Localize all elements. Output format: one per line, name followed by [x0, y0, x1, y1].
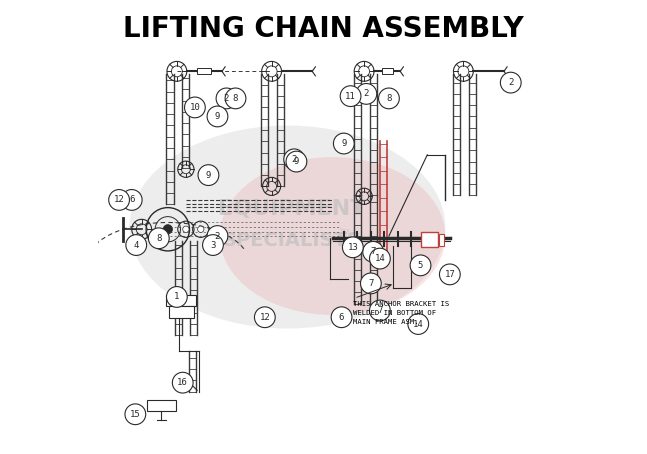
Circle shape [369, 248, 390, 269]
Circle shape [198, 165, 219, 186]
Text: THIS ANCHOR BRACKET IS
WELDED IN BOTTOM OF
MAIN FRAME ASM.: THIS ANCHOR BRACKET IS WELDED IN BOTTOM … [353, 301, 449, 326]
Circle shape [126, 235, 147, 256]
Circle shape [203, 235, 223, 256]
FancyBboxPatch shape [421, 232, 437, 247]
Text: 6: 6 [339, 313, 344, 322]
Circle shape [360, 273, 381, 294]
Text: 4: 4 [133, 241, 139, 250]
Circle shape [439, 264, 460, 285]
Text: 2: 2 [508, 78, 514, 87]
Text: 14: 14 [413, 320, 424, 329]
Circle shape [340, 86, 361, 107]
Circle shape [216, 88, 237, 109]
Text: 12: 12 [259, 313, 270, 322]
FancyBboxPatch shape [197, 68, 211, 74]
FancyBboxPatch shape [166, 295, 196, 306]
Text: 8: 8 [233, 94, 238, 103]
Circle shape [166, 286, 187, 307]
Text: 2: 2 [292, 155, 297, 164]
Circle shape [109, 190, 129, 210]
Circle shape [331, 307, 352, 328]
Text: 8: 8 [386, 94, 391, 103]
Text: 15: 15 [130, 410, 140, 419]
Circle shape [342, 237, 363, 258]
Text: 3: 3 [210, 241, 215, 250]
Text: 9: 9 [206, 171, 211, 180]
Text: 5: 5 [418, 261, 423, 270]
Circle shape [122, 190, 142, 210]
Text: 1: 1 [174, 292, 179, 301]
Text: 9: 9 [215, 112, 220, 121]
Text: 2: 2 [215, 232, 220, 241]
Text: 13: 13 [347, 243, 358, 252]
Ellipse shape [220, 157, 445, 315]
Text: 9: 9 [341, 139, 347, 148]
Circle shape [182, 226, 189, 232]
Circle shape [197, 226, 204, 232]
Text: 6: 6 [129, 195, 135, 204]
Circle shape [378, 88, 399, 109]
Text: 17: 17 [444, 270, 455, 279]
Circle shape [184, 97, 205, 118]
Text: 12: 12 [114, 195, 124, 204]
Text: TM: TM [339, 229, 349, 235]
Circle shape [254, 307, 275, 328]
Circle shape [284, 149, 305, 170]
FancyBboxPatch shape [169, 306, 193, 318]
Circle shape [225, 88, 246, 109]
Ellipse shape [129, 125, 445, 329]
Text: LIFTING CHAIN ASSEMBLY: LIFTING CHAIN ASSEMBLY [123, 15, 524, 43]
Circle shape [172, 372, 193, 393]
Circle shape [148, 228, 169, 249]
Circle shape [369, 300, 390, 321]
Text: SPECIALISTS: SPECIALISTS [223, 231, 362, 250]
Circle shape [207, 226, 228, 247]
Text: 14: 14 [375, 254, 385, 263]
Circle shape [410, 255, 431, 276]
Text: 11: 11 [345, 92, 356, 101]
Text: 7: 7 [377, 306, 382, 315]
Text: 2: 2 [224, 94, 229, 103]
Circle shape [500, 72, 521, 93]
Text: 10: 10 [190, 103, 201, 112]
Circle shape [356, 84, 377, 104]
Text: EQUIPMENT: EQUIPMENT [218, 199, 366, 219]
Circle shape [207, 106, 228, 127]
Text: 8: 8 [156, 234, 162, 243]
Circle shape [125, 404, 146, 424]
Text: 7: 7 [368, 279, 373, 288]
Circle shape [333, 133, 354, 154]
FancyBboxPatch shape [382, 68, 393, 74]
Text: 2: 2 [364, 89, 369, 99]
Circle shape [408, 314, 428, 335]
Text: 7: 7 [371, 247, 376, 257]
Circle shape [286, 151, 307, 172]
Text: 16: 16 [177, 378, 188, 387]
FancyBboxPatch shape [439, 234, 444, 246]
Text: 9: 9 [294, 157, 299, 166]
Circle shape [363, 242, 384, 262]
Circle shape [163, 225, 172, 234]
FancyBboxPatch shape [147, 400, 176, 411]
